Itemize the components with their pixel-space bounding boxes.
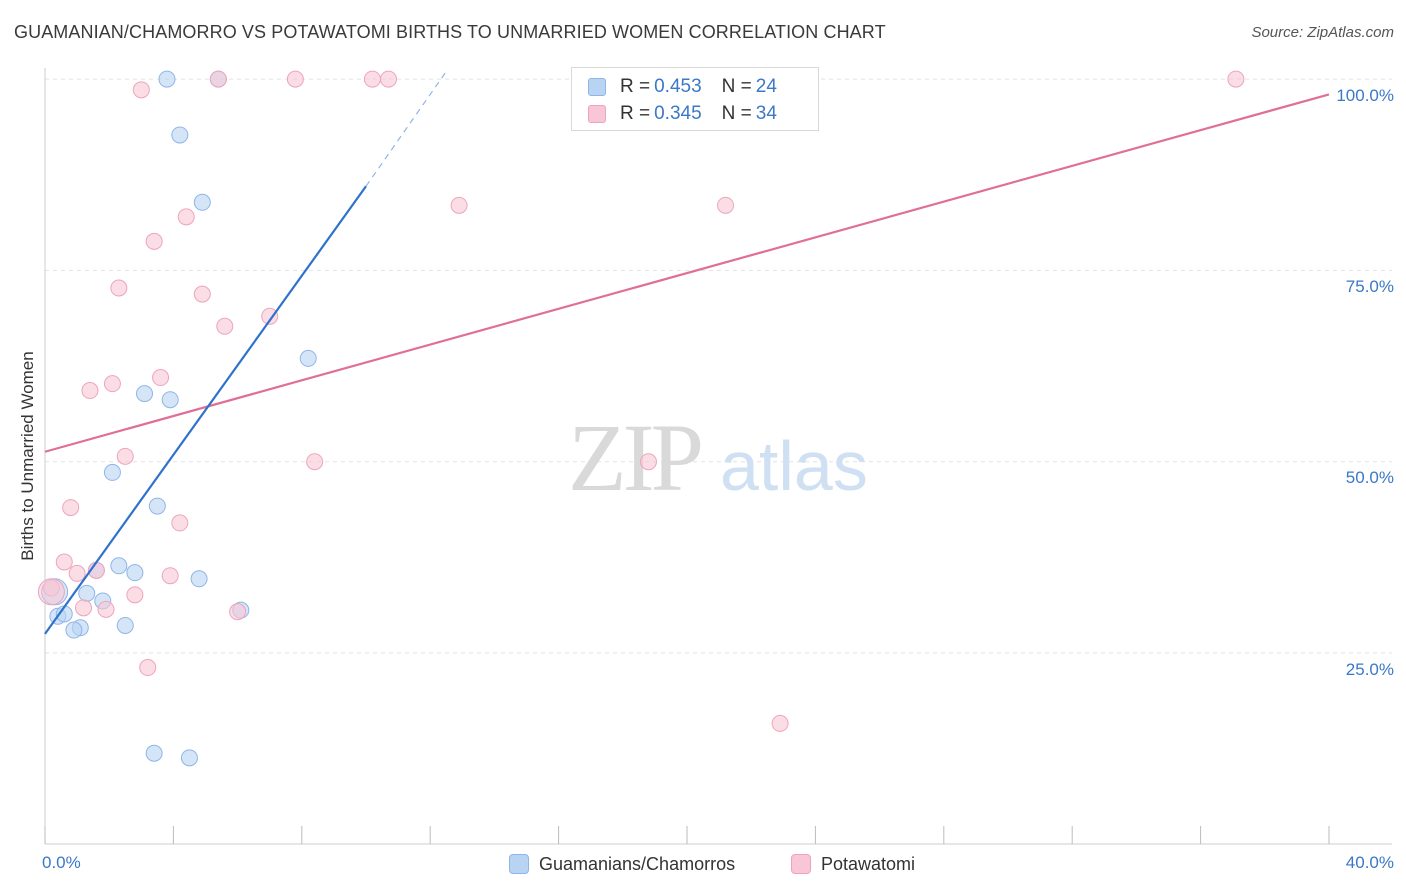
point-guamanian xyxy=(161,391,179,409)
legend-r-value: 0.453 xyxy=(654,76,702,97)
legend-row-potawatomi: R = 0.345 N = 34 xyxy=(588,102,777,126)
point-guamanian xyxy=(116,616,134,634)
point-potawatomi xyxy=(771,714,789,732)
legend-n-label: N = xyxy=(721,103,752,124)
point-potawatomi xyxy=(161,567,179,585)
point-potawatomi xyxy=(75,599,93,617)
point-potawatomi xyxy=(132,81,150,99)
watermark-zip: ZIP xyxy=(568,404,701,511)
point-potawatomi xyxy=(139,659,157,677)
point-potawatomi xyxy=(379,70,397,88)
point-potawatomi xyxy=(152,369,170,387)
trend-line-potawatomi xyxy=(44,93,1330,453)
point-guamanian xyxy=(158,70,176,88)
y-tick-label: 25.0% xyxy=(1345,660,1394,679)
stats-legend: R = 0.453 N = 24 R = 0.345 N = 34 xyxy=(571,67,819,131)
watermark-atlas: atlas xyxy=(720,427,868,505)
point-potawatomi xyxy=(229,603,247,621)
point-guamanian xyxy=(78,584,96,602)
point-potawatomi xyxy=(62,499,80,517)
legend-swatch-blue xyxy=(588,78,606,96)
point-potawatomi xyxy=(37,578,65,606)
legend-label: Guamanians/Chamorros xyxy=(539,853,736,874)
trend-line-guamanian xyxy=(44,185,367,635)
point-potawatomi xyxy=(126,586,144,604)
legend-item-guamanians: Guamanians/Chamorros xyxy=(509,852,735,876)
legend-r-label: R = xyxy=(620,103,651,124)
point-potawatomi xyxy=(81,382,99,400)
point-potawatomi xyxy=(97,600,115,618)
point-potawatomi xyxy=(306,453,324,471)
axes xyxy=(44,68,1392,845)
point-potawatomi xyxy=(1227,70,1245,88)
chart-title: GUAMANIAN/CHAMORRO VS POTAWATOMI BIRTHS … xyxy=(14,22,886,42)
point-potawatomi xyxy=(261,307,279,325)
point-guamanian xyxy=(65,621,83,639)
x-tick-label-min: 0.0% xyxy=(42,853,81,872)
point-guamanian xyxy=(148,497,166,515)
point-guamanian xyxy=(171,126,189,144)
point-potawatomi xyxy=(363,70,381,88)
legend-item-potawatomi: Potawatomi xyxy=(791,852,915,876)
point-potawatomi xyxy=(193,285,211,303)
point-guamanian xyxy=(145,744,163,762)
y-tick-label: 100.0% xyxy=(1336,86,1394,105)
legend-label: Potawatomi xyxy=(821,853,916,874)
point-guamanian xyxy=(180,749,198,767)
point-guamanian xyxy=(193,193,211,211)
legend-n-value: 24 xyxy=(755,76,777,97)
watermark: ZIP atlas xyxy=(568,404,868,511)
legend-swatch-pink xyxy=(588,105,606,123)
data-points xyxy=(37,70,1245,767)
legend-row-guamanian: R = 0.453 N = 24 xyxy=(588,75,777,99)
trend-lines xyxy=(44,71,1330,635)
point-potawatomi xyxy=(216,317,234,335)
legend-r-label: R = xyxy=(620,76,651,97)
point-guamanian xyxy=(190,570,208,588)
legend-swatch-pink xyxy=(791,854,811,874)
point-potawatomi xyxy=(68,564,86,582)
y-tick-label: 75.0% xyxy=(1345,277,1394,296)
point-guamanian xyxy=(110,557,128,575)
point-potawatomi xyxy=(55,553,73,571)
point-potawatomi xyxy=(145,232,163,250)
point-potawatomi xyxy=(209,70,227,88)
point-potawatomi xyxy=(639,453,657,471)
point-potawatomi xyxy=(116,447,134,465)
point-potawatomi xyxy=(177,208,195,226)
point-potawatomi xyxy=(717,196,735,214)
x-tick-label-max: 40.0% xyxy=(1345,853,1394,872)
point-guamanian xyxy=(136,385,154,403)
point-guamanian xyxy=(126,564,144,582)
legend-n-label: N = xyxy=(721,76,752,97)
y-tick-label: 50.0% xyxy=(1345,468,1394,487)
point-potawatomi xyxy=(171,514,189,532)
grid-lines xyxy=(45,78,1392,654)
point-guamanian xyxy=(299,349,317,367)
legend-swatch-blue xyxy=(509,854,529,874)
trend-line-guamanian-extension xyxy=(365,71,447,187)
point-potawatomi xyxy=(286,70,304,88)
point-potawatomi xyxy=(110,279,128,297)
source-note: Source: ZipAtlas.com xyxy=(1251,24,1394,41)
point-potawatomi xyxy=(103,375,121,393)
legend-n-value: 34 xyxy=(755,103,777,124)
point-potawatomi xyxy=(450,196,468,214)
point-guamanian xyxy=(103,463,121,481)
legend-r-value: 0.345 xyxy=(654,103,702,124)
y-axis-label: Births to Unmarried Women xyxy=(18,351,37,561)
